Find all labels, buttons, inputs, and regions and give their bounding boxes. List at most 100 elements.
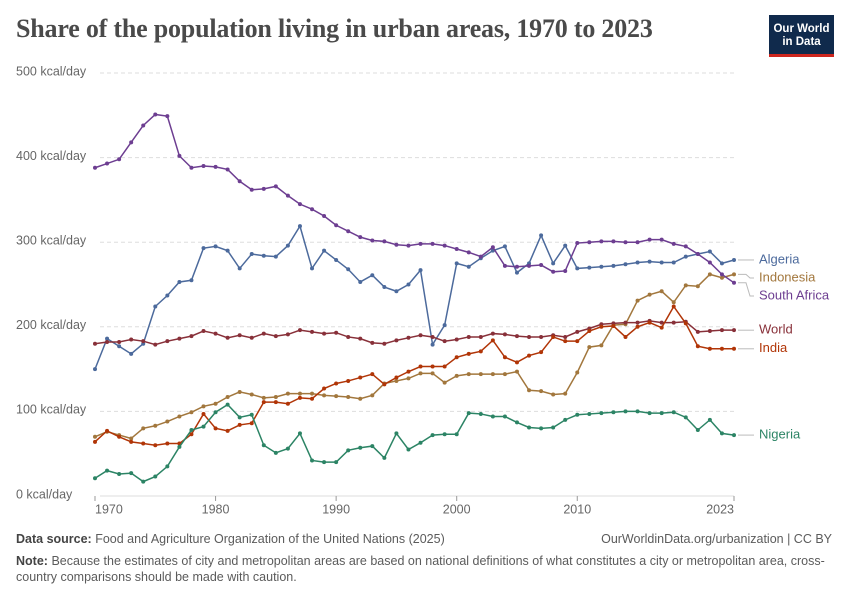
point xyxy=(370,393,375,398)
point xyxy=(551,392,556,397)
point xyxy=(93,439,97,444)
point xyxy=(370,444,375,449)
point xyxy=(551,425,556,430)
point xyxy=(141,123,146,128)
point xyxy=(141,441,146,446)
legend-connector xyxy=(738,273,754,279)
point xyxy=(249,412,254,417)
point xyxy=(237,422,242,427)
point xyxy=(623,320,628,325)
source-text: Food and Agriculture Organization of the… xyxy=(95,532,445,546)
point xyxy=(611,323,616,328)
point xyxy=(165,114,170,119)
point xyxy=(707,260,712,265)
point xyxy=(635,240,640,245)
point xyxy=(575,329,580,334)
point xyxy=(563,339,568,344)
point xyxy=(93,367,97,372)
point xyxy=(285,193,290,198)
point xyxy=(225,248,230,253)
point xyxy=(551,261,556,266)
logo[interactable]: Our World in Data xyxy=(769,15,834,57)
point xyxy=(514,360,519,365)
point xyxy=(201,404,206,409)
point xyxy=(237,333,242,338)
point xyxy=(683,321,688,326)
y-tick-label: 400 kcal/day xyxy=(16,149,87,163)
point xyxy=(346,395,351,400)
point xyxy=(105,468,110,473)
point xyxy=(322,386,327,391)
series-line xyxy=(94,320,734,346)
point xyxy=(527,425,532,430)
point xyxy=(599,264,604,269)
point xyxy=(370,372,375,377)
point xyxy=(225,335,230,340)
point xyxy=(213,164,218,169)
point xyxy=(502,372,507,377)
point xyxy=(683,254,688,259)
legend-connector xyxy=(738,282,754,297)
point xyxy=(732,272,736,277)
point xyxy=(418,364,423,369)
point xyxy=(418,268,423,273)
point xyxy=(719,272,724,277)
point xyxy=(201,329,206,334)
point xyxy=(394,338,399,343)
point xyxy=(623,240,628,245)
point xyxy=(539,389,544,394)
point xyxy=(358,445,363,450)
point xyxy=(514,334,519,339)
point xyxy=(732,433,736,438)
point xyxy=(237,415,242,420)
point xyxy=(249,392,254,397)
point xyxy=(285,332,290,337)
url[interactable]: OurWorldinData.org/urbanization | CC BY xyxy=(601,532,832,546)
point xyxy=(502,355,507,360)
point xyxy=(297,328,302,333)
point xyxy=(478,372,483,377)
point xyxy=(466,334,471,339)
point xyxy=(647,320,652,325)
point xyxy=(177,336,182,341)
point xyxy=(129,439,134,444)
point xyxy=(695,329,700,334)
legend-label: Algeria xyxy=(759,251,800,266)
point xyxy=(466,264,471,269)
point xyxy=(635,324,640,329)
point xyxy=(285,391,290,396)
point xyxy=(322,213,327,218)
point xyxy=(659,289,664,294)
chart: 0 kcal/day 100 kcal/day 200 kcal/day 300 kc… xyxy=(16,64,830,516)
point xyxy=(599,324,604,329)
point xyxy=(153,342,158,347)
x-tick-label: 1970 xyxy=(95,502,123,516)
point xyxy=(249,335,254,340)
point xyxy=(310,329,315,334)
point xyxy=(189,278,194,283)
y-tick-label: 500 kcal/day xyxy=(16,64,87,78)
point xyxy=(334,381,339,386)
point xyxy=(261,186,266,191)
point xyxy=(454,261,459,266)
point xyxy=(322,393,327,398)
point xyxy=(285,446,290,451)
point xyxy=(394,375,399,380)
point xyxy=(310,396,315,401)
point xyxy=(635,409,640,414)
logo-text: Our World in Data xyxy=(773,22,830,48)
point xyxy=(93,434,97,439)
point xyxy=(346,334,351,339)
point xyxy=(587,329,592,334)
point xyxy=(659,325,664,330)
x-tick-label: 2023 xyxy=(706,502,734,516)
point xyxy=(165,339,170,344)
point xyxy=(707,272,712,277)
point xyxy=(647,292,652,297)
point xyxy=(442,432,447,437)
point xyxy=(527,388,532,393)
point xyxy=(225,395,230,400)
point xyxy=(611,410,616,415)
point xyxy=(527,353,532,358)
